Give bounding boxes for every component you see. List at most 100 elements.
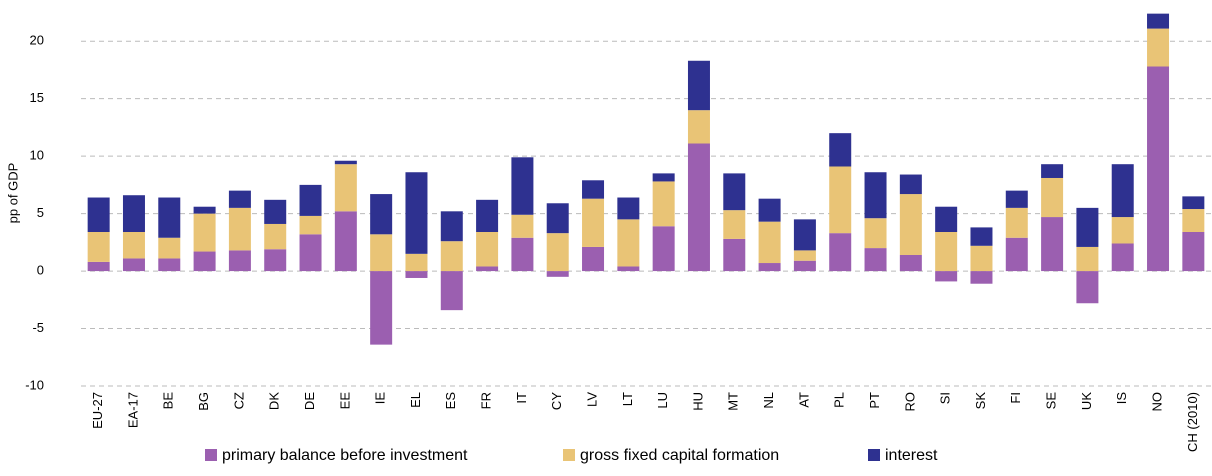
bar-segment — [370, 234, 393, 272]
bar-segment — [935, 206, 958, 232]
bar-segment — [687, 60, 710, 111]
x-tick-label: CH (2010) — [1185, 392, 1200, 452]
bar-segment — [440, 271, 463, 311]
bar-segment — [440, 241, 463, 272]
bar-segment — [864, 218, 887, 249]
bar-segment — [723, 173, 746, 211]
bar-segment — [1111, 243, 1134, 272]
x-tick-label: BG — [196, 392, 211, 411]
bar-segment — [899, 174, 922, 195]
y-tick-label: -5 — [32, 320, 44, 335]
bar-segment — [1041, 177, 1064, 218]
x-tick-label: PL — [832, 392, 847, 408]
bar-segment — [546, 271, 569, 277]
bar-segment — [687, 110, 710, 144]
bar-segment — [582, 180, 605, 199]
bar-segment — [122, 232, 145, 259]
bar-segment — [793, 219, 816, 251]
bar-segment — [405, 271, 428, 278]
bar-segment — [1182, 196, 1205, 210]
x-tick-label: EL — [408, 392, 423, 408]
bar-segment — [158, 237, 181, 259]
bar-segment — [334, 160, 357, 165]
bar-segment — [652, 181, 675, 227]
bar-segment — [334, 164, 357, 212]
bar-segment — [370, 271, 393, 345]
bar-segment — [334, 211, 357, 272]
y-tick-label: -10 — [25, 377, 44, 392]
y-tick-label: 5 — [37, 205, 44, 220]
x-tick-label: HU — [690, 392, 705, 411]
bar-segment — [1076, 246, 1099, 272]
x-tick-label: IS — [1114, 392, 1129, 405]
bar-segment — [970, 271, 993, 284]
bar-segment — [617, 197, 640, 220]
x-tick-label: SI — [938, 392, 953, 404]
bar-segment — [405, 253, 428, 272]
bar-segment — [1147, 28, 1170, 67]
bar-segment — [546, 203, 569, 234]
bar-segment — [87, 197, 110, 232]
y-tick-label: 15 — [30, 90, 44, 105]
x-tick-label: LV — [584, 392, 599, 407]
legend-swatch — [868, 449, 880, 461]
bar-segment — [87, 232, 110, 262]
bar-segment — [299, 184, 322, 216]
x-tick-label: FR — [479, 392, 494, 409]
bar-segment — [1111, 164, 1134, 218]
bar-segment — [264, 199, 287, 224]
bar-segment — [228, 190, 251, 208]
bar-segment — [864, 172, 887, 219]
bar-segment — [935, 271, 958, 282]
bar-segment — [1147, 66, 1170, 272]
bar-segment — [582, 198, 605, 247]
bar-segment — [1005, 190, 1028, 208]
x-tick-label: EA-17 — [125, 392, 140, 428]
legend-label: gross fixed capital formation — [580, 447, 779, 464]
bar-segment — [687, 143, 710, 272]
bar-segment — [1076, 271, 1099, 304]
bar-segment — [264, 249, 287, 272]
bar-segment — [617, 266, 640, 272]
bar-segment — [264, 223, 287, 250]
bar-segment — [970, 227, 993, 246]
bar-segment — [970, 245, 993, 272]
legend-label: interest — [885, 447, 938, 464]
x-tick-label: CZ — [231, 392, 246, 409]
bar-segment — [476, 232, 499, 267]
y-tick-label: 0 — [37, 263, 44, 278]
bar-segment — [405, 172, 428, 254]
legend-label: primary balance before investment — [222, 447, 468, 464]
bar-segment — [476, 199, 499, 232]
bar-segment — [370, 194, 393, 235]
x-tick-label: AT — [796, 392, 811, 408]
bar-segment — [122, 195, 145, 232]
bar-segment — [582, 246, 605, 272]
bar-segment — [87, 261, 110, 272]
bar-segment — [652, 226, 675, 272]
x-tick-label: PT — [867, 392, 882, 409]
bar-segment — [228, 250, 251, 272]
x-tick-label: DK — [267, 392, 282, 410]
bar-segment — [1147, 13, 1170, 29]
bar-segment — [1041, 164, 1064, 178]
bar-segment — [511, 157, 534, 215]
bar-segment — [899, 194, 922, 255]
x-tick-label: LU — [655, 392, 670, 409]
bar-segment — [758, 221, 781, 264]
bar-segment — [1041, 217, 1064, 272]
bar-segment — [299, 234, 322, 272]
bar-segment — [829, 133, 852, 167]
bar-segment — [158, 197, 181, 238]
bar-segment — [193, 206, 216, 214]
bar-segment — [158, 258, 181, 272]
bar-segment — [829, 166, 852, 234]
legend-swatch — [563, 449, 575, 461]
x-tick-label: NL — [761, 392, 776, 409]
bar-segment — [1182, 209, 1205, 232]
x-tick-label: SK — [973, 392, 988, 410]
x-tick-label: SE — [1044, 392, 1059, 410]
bar-segment — [864, 248, 887, 272]
bar-segment — [899, 254, 922, 272]
